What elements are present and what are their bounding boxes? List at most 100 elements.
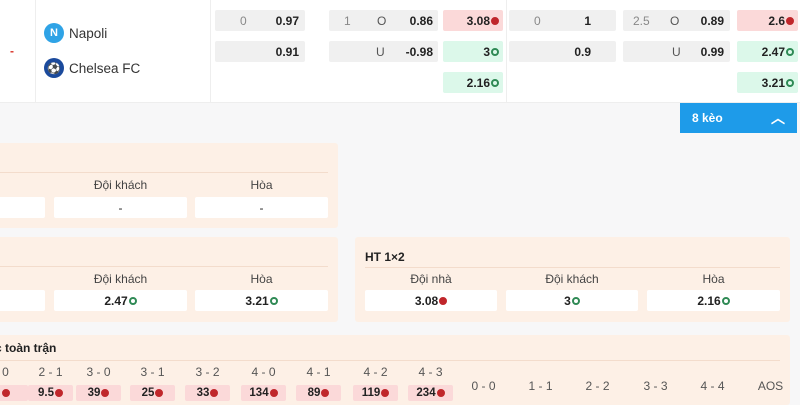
score-odds-box[interactable]: 89 — [296, 385, 341, 401]
draw-odds-box[interactable]: 3.21 — [195, 290, 328, 311]
arrow-up-icon — [269, 296, 278, 305]
draw-score-label: 2 - 2 — [585, 379, 610, 393]
more-odds-button[interactable]: 8 kèo ︿ — [680, 103, 797, 133]
draw-score-label: 4 - 4 — [700, 379, 725, 393]
chelsea-logo-icon: ⚽ — [44, 58, 64, 78]
score-odds-box[interactable] — [0, 385, 28, 401]
score-odds-box[interactable]: 234 — [408, 385, 453, 401]
divider — [365, 267, 780, 268]
arrow-down-icon — [210, 389, 219, 397]
ft-ou-over[interactable]: 1 O 0.86 — [329, 10, 438, 31]
line: 1 — [344, 14, 351, 28]
score-label: 4 - 3 — [418, 365, 443, 379]
away-team-name: Chelsea FC — [69, 60, 141, 76]
odds: - — [259, 200, 264, 215]
arrow-down-icon — [2, 389, 10, 397]
draw-odds-box[interactable]: 2.16 — [647, 290, 780, 311]
ft-hdp-home[interactable]: 0 0.97 — [215, 10, 305, 31]
score-odds-box[interactable]: 39 — [76, 385, 121, 401]
away-label: Đội khách — [93, 272, 148, 286]
chevron-up-icon: ︿ — [771, 110, 785, 126]
home-team[interactable]: N Napoli — [44, 23, 107, 43]
ft-ou-under[interactable]: U -0.98 — [329, 41, 438, 62]
over-label: O — [377, 14, 387, 28]
odds: 3.21 — [245, 293, 269, 308]
odds: 2.47 — [104, 293, 128, 308]
home-odds-box[interactable] — [0, 197, 45, 218]
match-status: - — [10, 44, 14, 58]
h2-ou-under[interactable]: U 0.99 — [623, 41, 730, 62]
odds: 3 — [564, 293, 571, 308]
odds: 0.9 — [574, 45, 591, 59]
away-odds-box[interactable]: - — [54, 197, 187, 218]
draw-odds-box[interactable]: - — [195, 197, 328, 218]
arrow-up-icon — [721, 296, 730, 305]
score-odds-box[interactable]: 33 — [185, 385, 230, 401]
odds: 2.16 — [697, 293, 721, 308]
divider — [0, 266, 328, 267]
arrow-up-icon — [786, 47, 794, 56]
score-odds-box[interactable]: 134 — [241, 385, 286, 401]
draw-label: Hòa — [250, 178, 273, 192]
odds: 119 — [361, 387, 381, 399]
home-label: Đội nhà — [410, 272, 452, 286]
odds: 39 — [87, 387, 101, 399]
ft-1x2-away[interactable]: 3 — [443, 41, 503, 62]
arrow-up-icon — [128, 296, 137, 305]
away-odds-box[interactable]: 2.47 — [54, 290, 187, 311]
line: 0 — [534, 14, 541, 28]
away-odds-box[interactable]: 3 — [506, 290, 638, 311]
more-odds-label: 8 kèo — [692, 111, 723, 125]
odds: 3.21 — [761, 75, 785, 90]
score-odds-box[interactable]: 119 — [353, 385, 398, 401]
h2-1x2-home[interactable]: 2.6 — [737, 10, 798, 31]
ft-hdp-away[interactable]: 0.91 — [215, 41, 305, 62]
home-odds-box[interactable]: 3.08 — [365, 290, 497, 311]
odds: -0.98 — [405, 45, 433, 59]
arrow-up-icon — [491, 78, 499, 87]
odds: 3.08 — [466, 13, 490, 28]
score-odds-box[interactable]: 25 — [130, 385, 175, 401]
draw-score-label: 0 - 0 — [471, 379, 496, 393]
h2-ou-over[interactable]: 2.5 O 0.89 — [623, 10, 730, 31]
odds: 234 — [416, 387, 436, 399]
ft-1x2-home[interactable]: 3.08 — [443, 10, 503, 31]
score-label: 3 - 1 — [140, 365, 165, 379]
h2-1x2-away[interactable]: 2.47 — [737, 41, 798, 62]
away-team[interactable]: ⚽ Chelsea FC — [44, 58, 140, 78]
arrow-down-icon — [101, 389, 110, 397]
score-odds-box[interactable]: 9.5 — [28, 385, 73, 401]
odds: 0.99 — [700, 45, 724, 59]
h2-1x2-draw[interactable]: 3.21 — [737, 72, 798, 93]
draw-score-label: AOS — [757, 379, 784, 393]
line: 0 — [240, 14, 247, 28]
divider — [0, 360, 780, 361]
odds: 2.16 — [466, 75, 490, 90]
home-odds-box[interactable] — [0, 290, 45, 311]
over-label: O — [670, 14, 680, 28]
arrow-up-icon — [786, 78, 794, 87]
arrow-up-icon — [491, 47, 499, 56]
odds: 9.5 — [38, 387, 54, 399]
match-row: - N Napoli ⚽ Chelsea FC 0 0.97 0.91 1 O 0.86 … — [0, 0, 800, 103]
odds: 3 — [483, 44, 490, 59]
arrow-up-icon — [571, 296, 580, 305]
h2-hdp-away[interactable]: 0.9 — [509, 41, 616, 62]
odds: 33 — [196, 387, 210, 399]
ft-1x2-draw[interactable]: 2.16 — [443, 72, 503, 93]
odds: 0.91 — [275, 45, 299, 59]
arrow-down-icon — [381, 389, 390, 397]
market-panel-2: Đội khách Hòa 2.47 3.21 — [0, 237, 338, 322]
divider — [506, 0, 507, 102]
panel-title: c toàn trận — [0, 341, 57, 355]
score-label: 2 - 1 — [38, 365, 63, 379]
correct-score-panel: c toàn trận 0 2 - 1 9.5 3 - 0 39 3 - 1 25 3 - 2… — [0, 335, 790, 405]
odds: - — [118, 200, 123, 215]
odds: 0.97 — [275, 14, 299, 28]
score-label: 4 - 0 — [251, 365, 276, 379]
market-panel-1: Đội khách Hòa - - — [0, 143, 338, 228]
odds: 0.89 — [700, 14, 724, 28]
odds: 2.47 — [761, 44, 785, 59]
panel-title: HT 1×2 — [365, 250, 405, 264]
